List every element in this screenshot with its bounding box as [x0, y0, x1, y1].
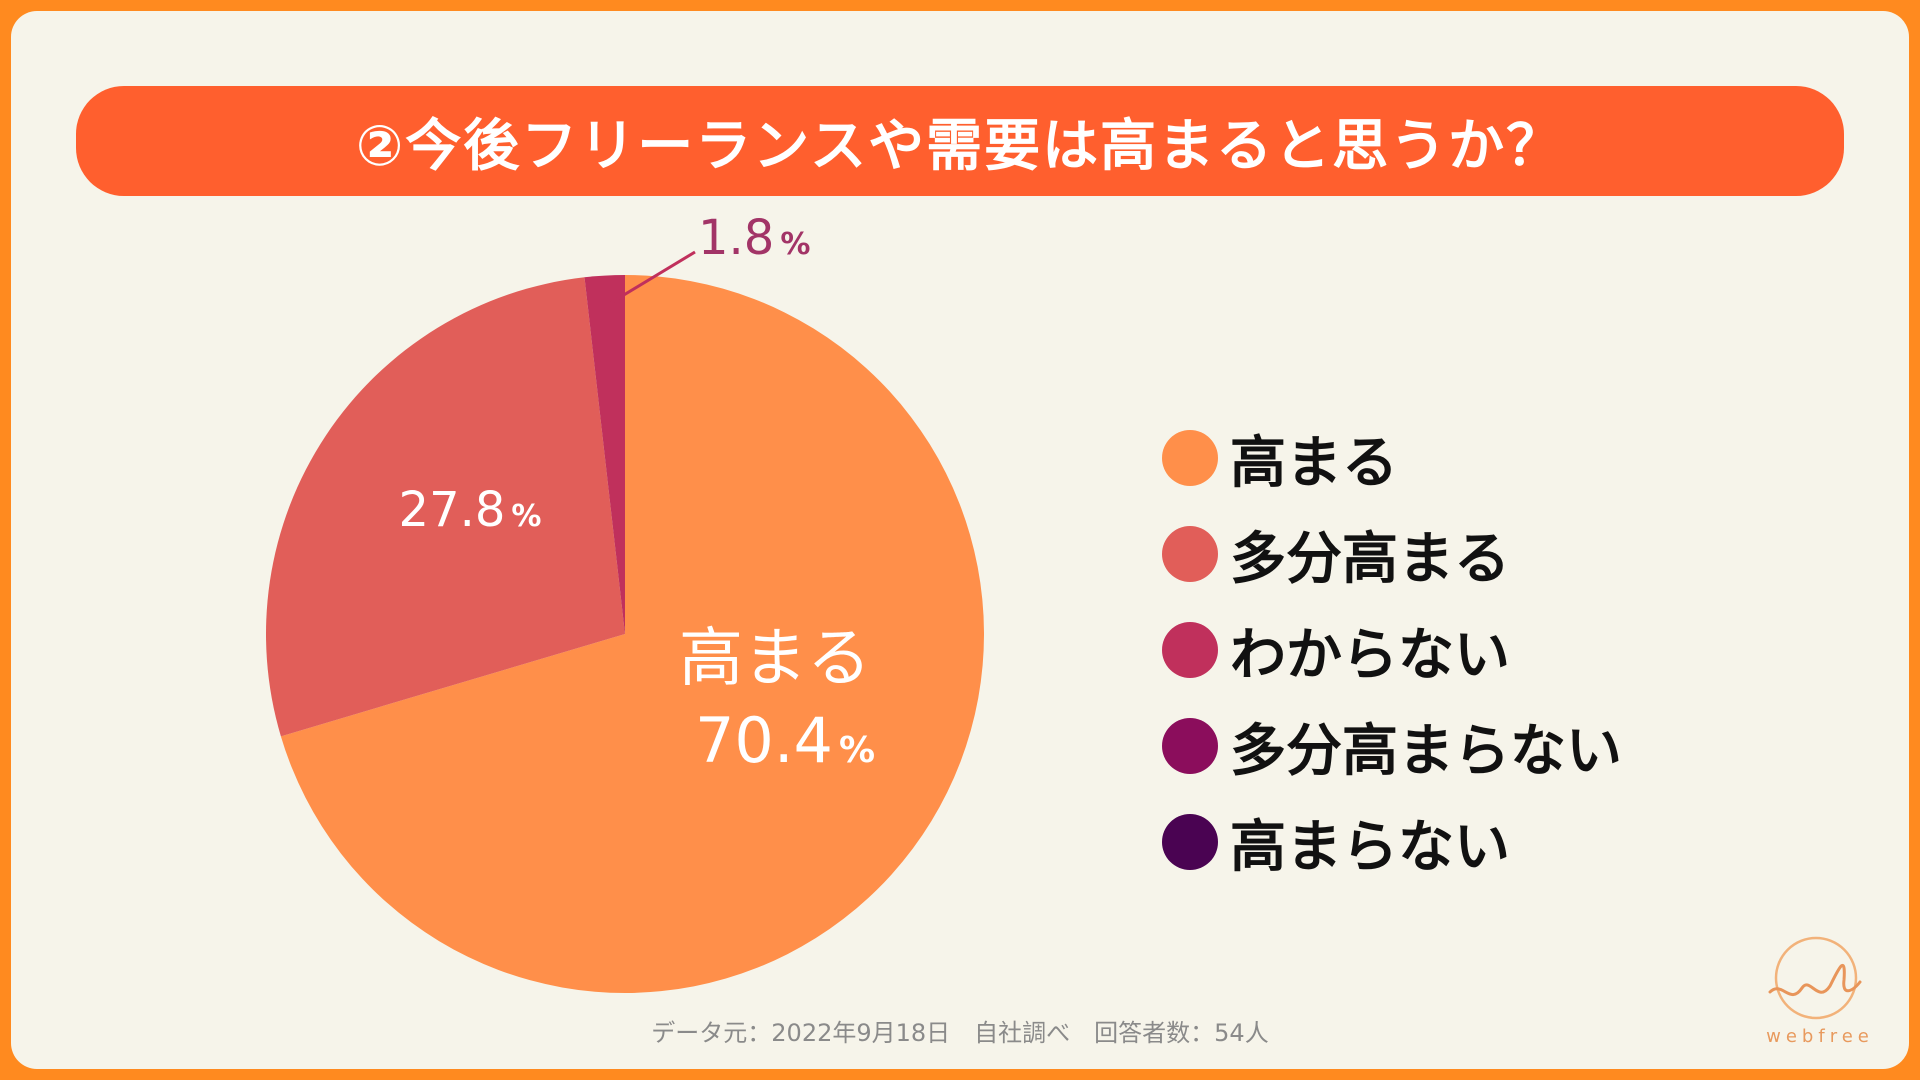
pie-slice-1: [280, 275, 984, 993]
legend-swatch: [1162, 814, 1218, 870]
logo-icon: [1768, 936, 1862, 1020]
chart-title: ②今後フリーランスや需要は高まると思うか？: [355, 113, 1565, 179]
data-source-footer: データ元：2022年9月18日 自社調べ 回答者数：54人: [651, 1019, 1269, 1047]
legend-swatch: [1162, 526, 1218, 582]
legend-swatch: [1162, 622, 1218, 678]
legend-label: 高まらない: [1230, 814, 1510, 880]
pie-slice-2: [266, 277, 625, 737]
slice-label-value-2: 27.8%: [399, 482, 542, 538]
legend-item-2: 多分高まる: [1162, 506, 1622, 602]
pie-slice-3: [584, 275, 625, 634]
legend-item-4: 多分高まらない: [1162, 698, 1622, 794]
slice-label-value-3: 1.8%: [698, 210, 810, 266]
title-banner: ②今後フリーランスや需要は高まると思うか？: [76, 86, 1844, 196]
slice-label-value-1: 70.4%: [695, 704, 875, 777]
legend-label: 多分高まらない: [1230, 718, 1622, 784]
legend-swatch: [1162, 430, 1218, 486]
legend-label: 多分高まる: [1230, 526, 1510, 592]
legend-item-3: わからない: [1162, 602, 1622, 698]
slice-label-name-1: 高まる: [679, 622, 871, 696]
webfree-logo: webfree: [1760, 930, 1880, 1060]
legend-item-1: 高まる: [1162, 410, 1622, 506]
legend-item-5: 高まらない: [1162, 794, 1622, 890]
logo-text: webfree: [1766, 1026, 1874, 1047]
legend-label: 高まる: [1230, 430, 1398, 496]
legend-label: わからない: [1230, 622, 1510, 688]
legend-swatch: [1162, 718, 1218, 774]
legend: 高まる多分高まるわからない多分高まらない 高まらない: [1162, 410, 1622, 890]
leader-line-3: [605, 250, 696, 307]
